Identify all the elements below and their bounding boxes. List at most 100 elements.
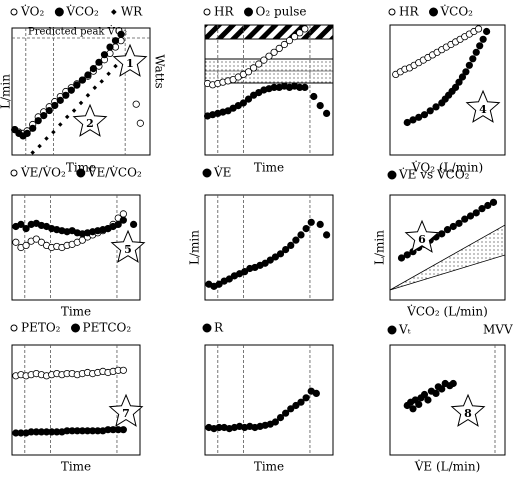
data-point: [403, 118, 411, 127]
data-point: [287, 241, 295, 249]
data-point: [420, 111, 429, 119]
data-point: [455, 219, 463, 227]
hatched-band: [204, 24, 334, 40]
data-point: [73, 81, 81, 89]
data-point: [301, 83, 309, 92]
star: [465, 89, 501, 123]
legend-label: R: [214, 321, 224, 335]
data-point: [271, 418, 279, 426]
star: [112, 43, 148, 77]
data-point: [455, 78, 463, 86]
data-point: [30, 150, 35, 155]
y-axis-label: L/min: [0, 74, 13, 109]
data-point: [114, 220, 122, 228]
y2-axis-label: Watts: [153, 54, 167, 88]
data-point: [432, 103, 440, 111]
data-point: [276, 413, 285, 422]
data-point: [119, 210, 127, 218]
data-point: [32, 235, 40, 243]
panel-frame: [11, 194, 141, 301]
data-point: [58, 122, 63, 127]
data-point: [22, 241, 30, 249]
data-point: [85, 93, 91, 98]
data-point: [64, 114, 70, 120]
data-point: [67, 86, 75, 94]
data-point: [478, 205, 486, 213]
legend-label: HR: [399, 5, 419, 19]
data-point: [261, 259, 269, 267]
data-point: [426, 107, 434, 115]
annotation: Predicted peak V̇O₂: [28, 26, 127, 38]
data-point: [469, 55, 477, 63]
data-point: [287, 405, 295, 413]
star-label: 6: [418, 233, 426, 246]
panel-frame: [11, 27, 151, 156]
legend-label: V̇CO₂: [65, 3, 99, 18]
data-point: [282, 409, 290, 417]
data-point: [443, 226, 452, 234]
legend-marker: [54, 7, 64, 17]
data-point: [119, 426, 127, 434]
data-point: [117, 30, 125, 38]
data-point: [78, 100, 84, 106]
data-point: [449, 379, 457, 388]
data-point: [239, 99, 247, 107]
legend-label: PETCO₂: [83, 321, 132, 335]
data-point: [271, 253, 279, 261]
data-point: [84, 71, 92, 79]
data-point: [34, 117, 42, 125]
data-point: [92, 85, 98, 90]
data-point: [119, 216, 127, 224]
data-point: [438, 385, 446, 393]
data-point: [244, 68, 253, 76]
data-point: [130, 220, 138, 228]
data-point: [465, 61, 473, 69]
data-point: [51, 101, 59, 110]
legend-label: V̇CO₂: [440, 3, 474, 18]
star-label: 8: [464, 407, 472, 420]
legend-label: V̇E vs V̇CO₂: [398, 166, 470, 181]
legend-marker: [244, 7, 253, 17]
data-point: [62, 91, 70, 99]
legend-label: O₂ pulse: [256, 5, 307, 19]
legend-marker: [71, 323, 80, 333]
legend-label: V̇E: [213, 164, 231, 179]
data-point: [266, 256, 274, 264]
data-point: [438, 230, 446, 238]
annotation: MVV: [483, 323, 513, 337]
data-point: [302, 225, 310, 233]
data-point: [403, 251, 411, 259]
data-point: [255, 60, 263, 68]
data-point: [37, 238, 46, 246]
data-point: [397, 254, 406, 262]
legend-label: V̇O₂: [20, 3, 45, 18]
data-point: [449, 222, 457, 231]
star-label: 1: [126, 57, 134, 70]
x-axis-label: Time: [61, 305, 91, 319]
data-point: [296, 29, 304, 37]
x-axis-label: V̇O₂ (L/min): [411, 159, 483, 174]
data-point: [23, 129, 31, 138]
x-axis-label: Time: [254, 161, 284, 175]
data-point: [312, 389, 320, 397]
data-point: [95, 58, 103, 66]
data-point: [119, 366, 127, 374]
data-point: [276, 250, 285, 258]
legend-marker: [387, 170, 397, 180]
star-label: 4: [479, 103, 487, 116]
data-point: [265, 52, 273, 60]
data-point: [280, 40, 288, 49]
data-point: [307, 218, 315, 226]
star-label: 7: [122, 407, 130, 420]
data-point: [270, 48, 278, 56]
panel-frame: [204, 344, 334, 456]
legend-marker: [202, 323, 212, 333]
x-axis-label: Time: [66, 161, 96, 175]
data-point: [316, 102, 324, 110]
star: [110, 229, 146, 263]
data-point: [310, 92, 318, 101]
legend-label: WR: [121, 5, 143, 19]
star-label: 2: [86, 117, 94, 130]
panel-frame: [389, 344, 506, 456]
